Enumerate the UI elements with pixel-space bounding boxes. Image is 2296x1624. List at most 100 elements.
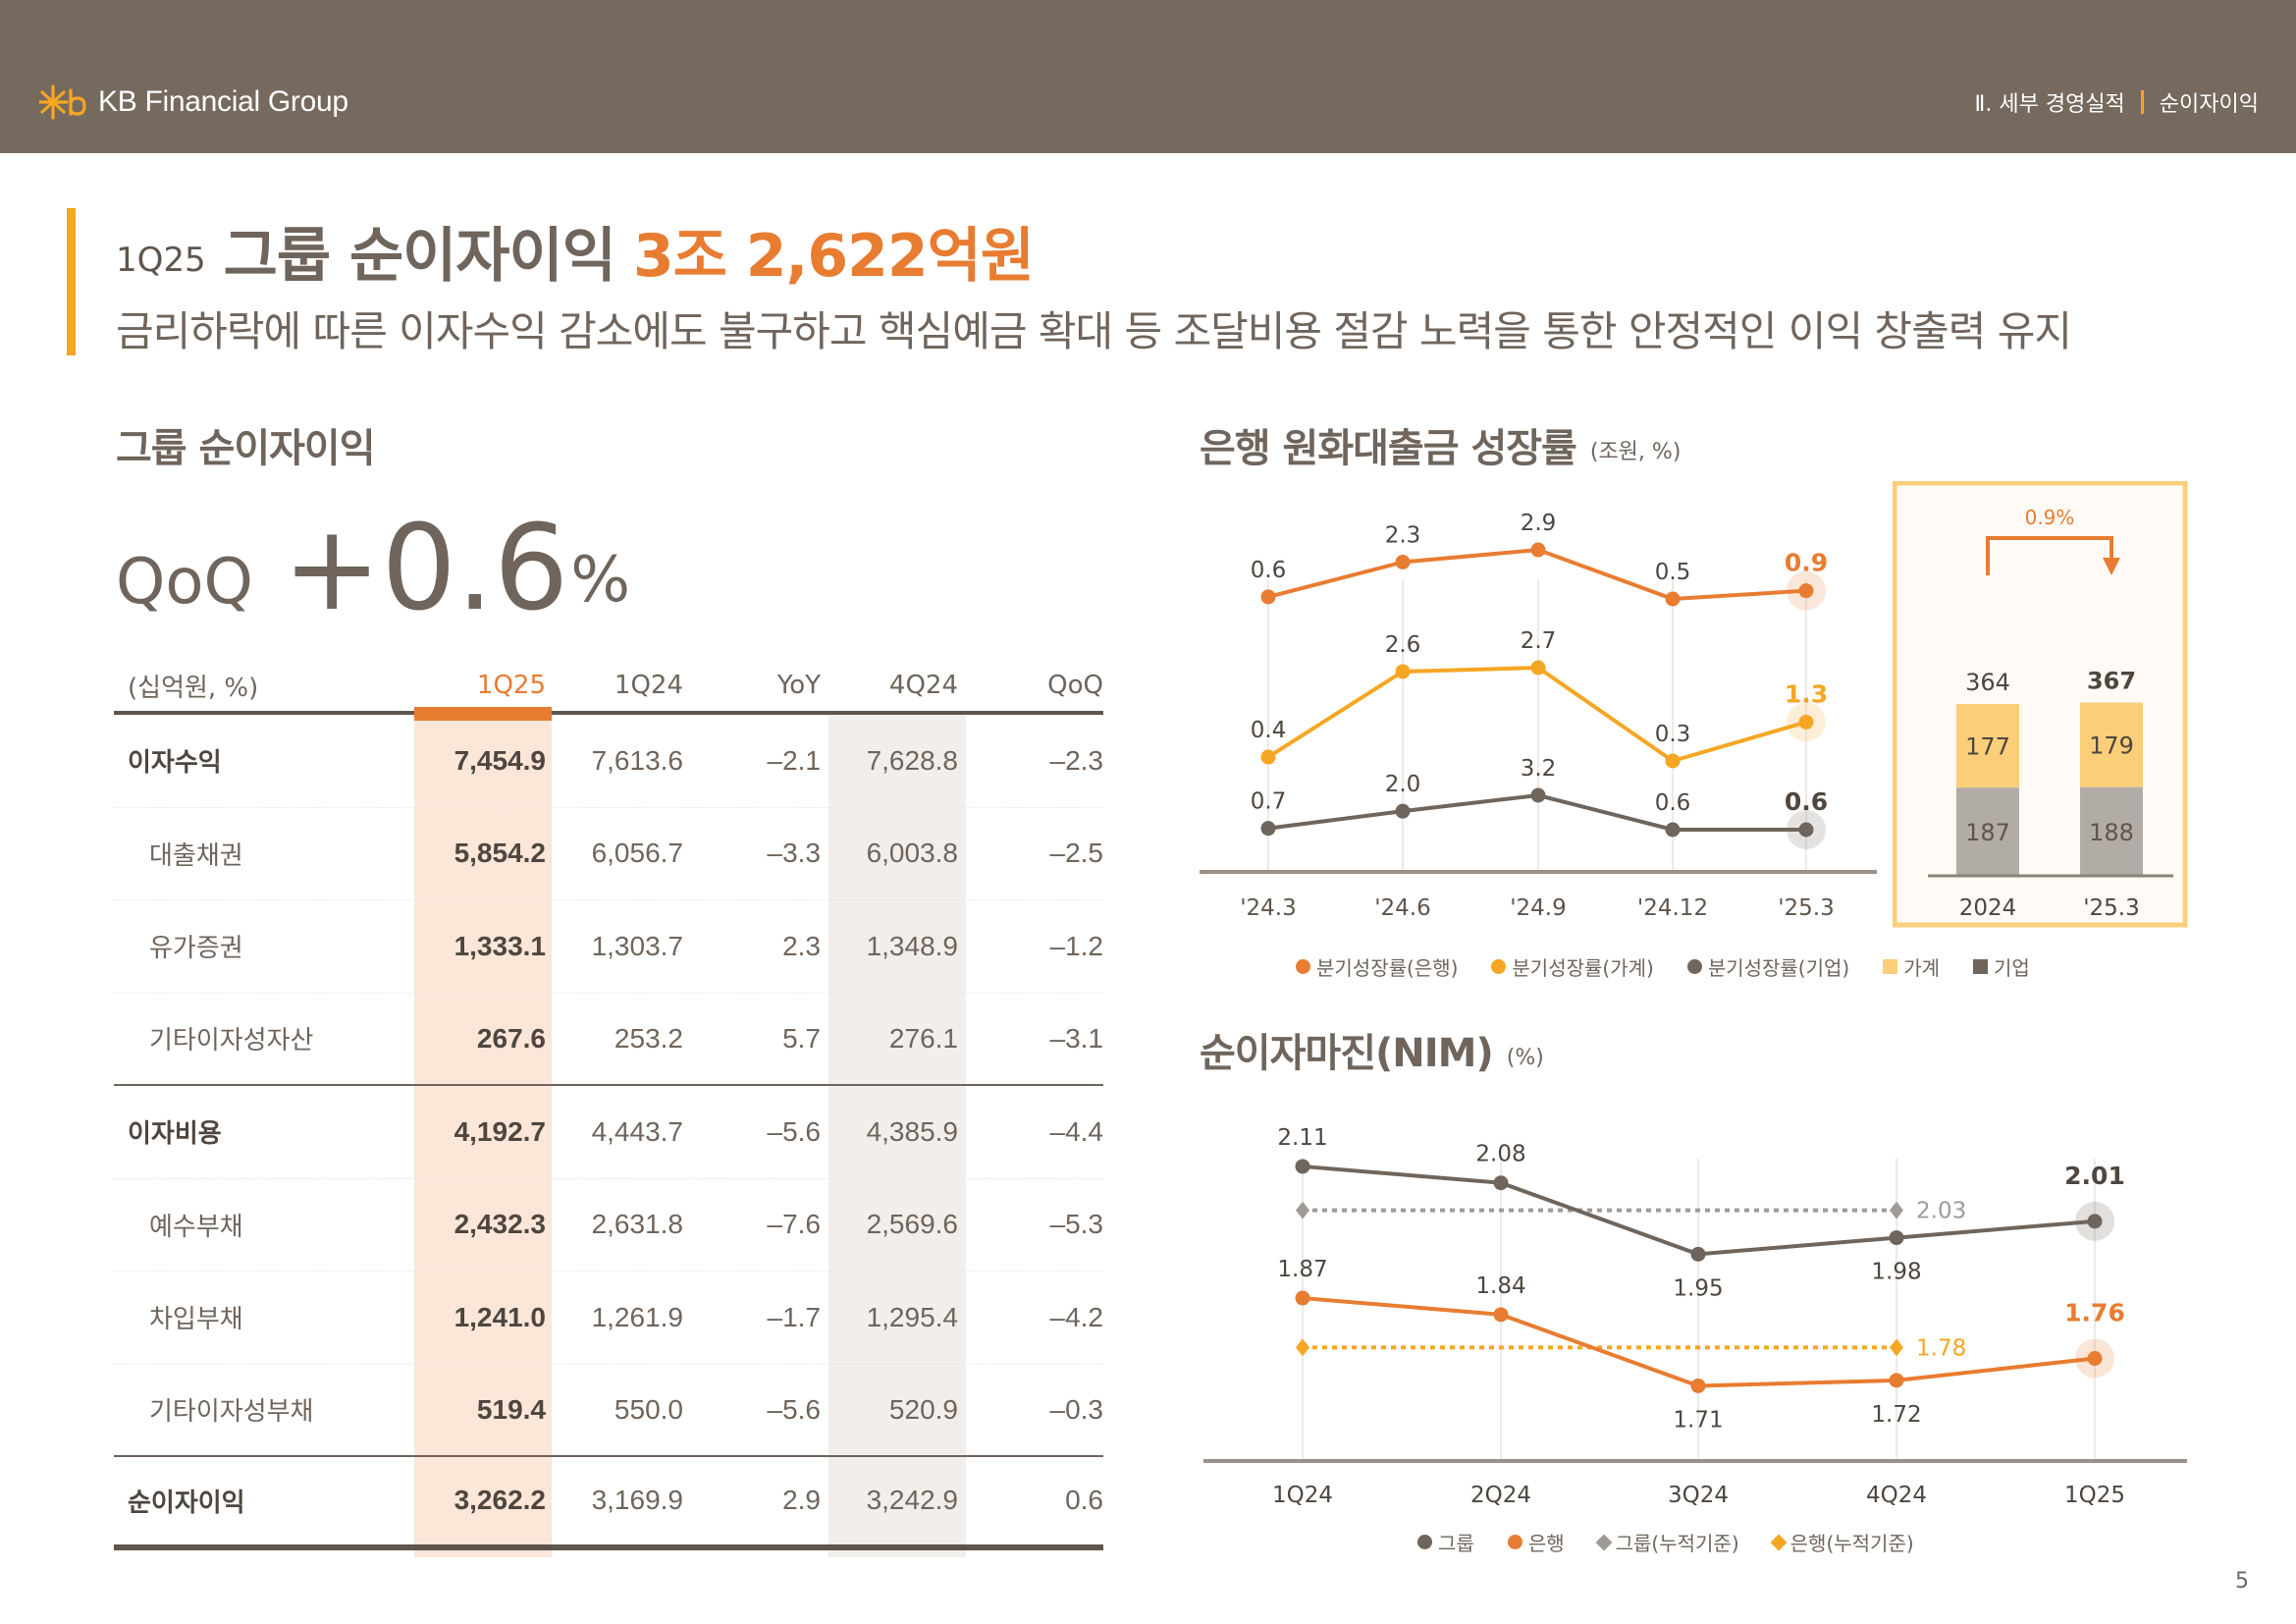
row-label: 유가증권 bbox=[149, 934, 243, 964]
cell-1q25: 267.6 bbox=[476, 1022, 546, 1054]
data-point bbox=[2087, 1351, 2103, 1367]
square-marker-icon bbox=[1973, 959, 1989, 974]
data-point bbox=[1665, 753, 1681, 769]
cell-1q25: 1,333.1 bbox=[454, 930, 546, 961]
title-main: 그룹 순이자이익 bbox=[223, 222, 616, 291]
data-label: 2.0 bbox=[1385, 772, 1421, 797]
table-row: 대출채권 5,854.2 6,056.7 –3.3 6,003.8 –2.5 bbox=[114, 808, 1103, 900]
cell-1q25: 4,192.7 bbox=[454, 1115, 546, 1147]
x-tick-label: '24.3 bbox=[1240, 895, 1297, 921]
col-header-4q24: 4Q24 bbox=[888, 671, 958, 700]
unit-label: (십억원, %) bbox=[128, 673, 259, 703]
data-label: 0.6 bbox=[1785, 787, 1828, 816]
qoq-value: +0.6 bbox=[282, 501, 569, 637]
data-point bbox=[1260, 749, 1276, 765]
data-label: 2.3 bbox=[1385, 523, 1421, 549]
col-header-1q25: 1Q25 bbox=[476, 671, 546, 700]
bar-segment-corporate bbox=[2080, 786, 2143, 876]
data-point bbox=[1395, 555, 1411, 569]
data-point bbox=[1530, 542, 1546, 558]
series-line-1 bbox=[1266, 665, 1807, 764]
cell-yoy: 5.7 bbox=[782, 1022, 821, 1054]
kb-star-icon bbox=[39, 84, 86, 120]
x-tick-label: 4Q24 bbox=[1866, 1483, 1927, 1508]
legend-label: 은행(누적기준) bbox=[1789, 1532, 1914, 1555]
cell-yoy: –3.3 bbox=[767, 838, 822, 869]
row-label: 이자수익 bbox=[128, 748, 222, 779]
nim-chart-legend: 그룹 은행 그룹(누적기준) 은행(누적기준) bbox=[1417, 1528, 1914, 1556]
legend-label: 그룹(누적기준) bbox=[1615, 1532, 1739, 1555]
data-label: 1.72 bbox=[1871, 1402, 1921, 1428]
cell-qoq: –0.3 bbox=[1049, 1393, 1104, 1425]
header-bar: KB Financial Group Ⅱ. 세부 경영실적 순이자이익 bbox=[0, 0, 2296, 153]
data-point bbox=[1395, 664, 1411, 679]
cell-1q24: 7,613.6 bbox=[591, 744, 683, 776]
data-label: 0.4 bbox=[1251, 718, 1287, 743]
cell-4q24: 4,385.9 bbox=[866, 1115, 958, 1147]
data-point bbox=[1530, 787, 1546, 803]
cell-1q25: 2,432.3 bbox=[454, 1209, 546, 1240]
growth-arrow-head bbox=[2103, 558, 2120, 575]
table-row: 기타이자성부채 519.4 550.0 –5.6 520.9 –0.3 bbox=[114, 1365, 1104, 1457]
legend-item: 분기성장률(가계) bbox=[1491, 952, 1654, 981]
cell-yoy: –5.6 bbox=[767, 1393, 822, 1425]
table-row: 기타이자성자산 267.6 253.2 5.7 276.1 –3.1 bbox=[114, 994, 1103, 1086]
data-label: 1.3 bbox=[1785, 679, 1828, 708]
data-point bbox=[1295, 1290, 1310, 1306]
x-tick-label: 1Q24 bbox=[1272, 1483, 1333, 1508]
table-row: 예수부채 2,432.3 2,631.8 –7.6 2,569.6 –5.3 bbox=[114, 1179, 1103, 1272]
legend-label: 분기성장률(가계) bbox=[1512, 956, 1654, 980]
cell-yoy: 2.3 bbox=[782, 930, 821, 961]
data-point bbox=[2087, 1214, 2103, 1229]
table-body: 이자수익 7,454.9 7,613.6 –2.1 7,628.8 –2.3 대출채권 5,8… bbox=[114, 715, 1103, 1550]
cell-4q24: 1,295.4 bbox=[866, 1301, 958, 1332]
cell-1q25: 519.4 bbox=[476, 1393, 546, 1425]
data-label: 2.11 bbox=[1277, 1125, 1327, 1151]
legend-item: 그룹(누적기준) bbox=[1595, 1528, 1739, 1556]
cell-yoy: –7.6 bbox=[767, 1209, 822, 1240]
row-label: 순이자이익 bbox=[128, 1488, 245, 1518]
table-row: 순이자이익 3,262.2 3,169.9 2.9 3,242.9 0.6 bbox=[114, 1457, 1103, 1550]
cell-qoq: –4.4 bbox=[1049, 1115, 1104, 1147]
bar-value-household: 177 bbox=[1965, 733, 2010, 761]
data-point bbox=[1798, 714, 1814, 730]
table-top-rule bbox=[114, 711, 1103, 715]
x-tick-label: '24.9 bbox=[1510, 895, 1567, 921]
series-line-0 bbox=[1267, 547, 1807, 602]
table-row: 이자수익 7,454.9 7,613.6 –2.1 7,628.8 –2.3 bbox=[114, 715, 1103, 808]
breadcrumb-section[interactable]: Ⅱ. 세부 경영실적 bbox=[1974, 92, 2125, 117]
cell-1q24: 1,303.7 bbox=[591, 930, 683, 961]
cell-4q24: 520.9 bbox=[888, 1393, 958, 1425]
data-point bbox=[1690, 1246, 1706, 1262]
cell-yoy: –1.7 bbox=[767, 1301, 822, 1332]
brand-name: KB Financial Group bbox=[98, 85, 348, 118]
data-point bbox=[1493, 1175, 1509, 1191]
brand-logo[interactable]: KB Financial Group bbox=[39, 82, 348, 122]
data-point bbox=[1260, 821, 1276, 837]
legend-item: 그룹 bbox=[1417, 1528, 1474, 1556]
breadcrumb-page[interactable]: 순이자이익 bbox=[2159, 92, 2259, 117]
data-point bbox=[1395, 803, 1411, 819]
diamond-marker-icon bbox=[1595, 1534, 1613, 1550]
cell-1q25: 5,854.2 bbox=[454, 838, 546, 869]
circle-marker-icon bbox=[1491, 959, 1507, 974]
loan-chart-unit: (조원, %) bbox=[1589, 440, 1682, 464]
legend-label: 분기성장률(기업) bbox=[1707, 956, 1850, 980]
cell-4q24: 6,003.8 bbox=[866, 838, 958, 869]
nii-section-title: 그룹 순이자이익 bbox=[116, 426, 376, 471]
legend-item: 분기성장률(은행) bbox=[1296, 952, 1458, 981]
row-label: 대출채권 bbox=[149, 840, 243, 871]
cell-4q24: 7,628.8 bbox=[866, 744, 958, 776]
col-header-1q24: 1Q24 bbox=[614, 671, 683, 700]
row-label: 차입부채 bbox=[149, 1305, 243, 1335]
data-point bbox=[1798, 822, 1814, 838]
data-point bbox=[1690, 1378, 1706, 1393]
cell-1q24: 3,169.9 bbox=[591, 1485, 683, 1516]
data-label: 0.7 bbox=[1251, 789, 1287, 815]
bar-value-corporate: 187 bbox=[1965, 819, 2010, 846]
bar-value-corporate: 188 bbox=[2089, 819, 2134, 846]
x-tick-label: '25.3 bbox=[2083, 895, 2140, 921]
column-marker-1q25 bbox=[414, 707, 552, 721]
row-label: 기타이자성부채 bbox=[149, 1397, 314, 1428]
nim-chart-title: 순이자마진(NIM) (%) bbox=[1200, 1021, 1544, 1078]
